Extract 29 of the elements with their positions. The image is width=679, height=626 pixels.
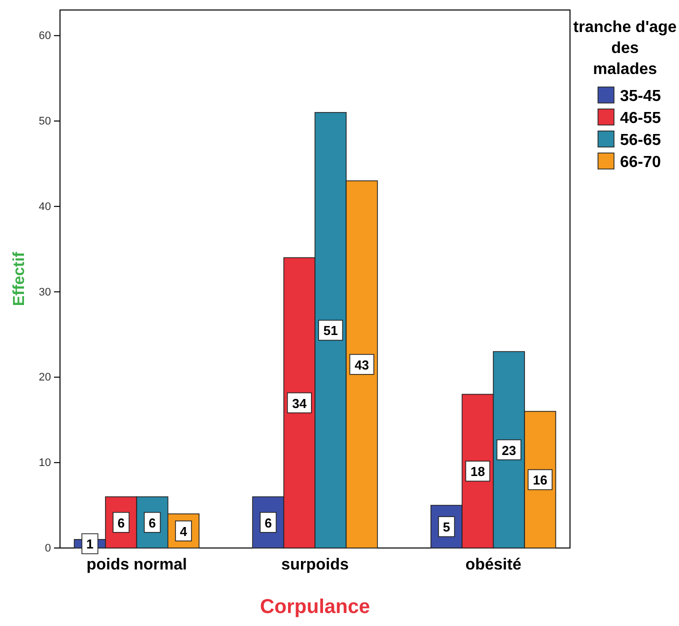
x-tick-label: poids normal (86, 556, 187, 574)
x-axis-title: Corpulance (260, 596, 370, 618)
data-label: 23 (502, 442, 516, 458)
y-tick-label: 50 (38, 116, 51, 128)
data-label: 6 (148, 515, 156, 530)
y-axis-title: Effectif (11, 251, 28, 306)
data-label: 16 (532, 472, 548, 488)
legend-title: tranche d'age des malades (573, 19, 677, 78)
data-label: 1 (86, 536, 94, 552)
data-label: 6 (264, 515, 272, 530)
y-tick-label: 0 (44, 542, 51, 555)
legend-label: 35-45 (620, 88, 662, 105)
y-tick-label: 30 (38, 286, 51, 298)
data-label: 51 (323, 323, 338, 338)
x-tick-label: surpoids (281, 556, 349, 574)
legend-label: 46-55 (620, 110, 662, 127)
data-label: 6 (117, 515, 125, 530)
y-tick-label: 60 (38, 30, 51, 42)
y-tick-label: 40 (38, 200, 51, 213)
data-label: 43 (354, 357, 370, 372)
y-tick-label: 20 (38, 372, 51, 384)
data-label: 4 (180, 524, 188, 539)
legend-label: 66-70 (620, 154, 662, 171)
data-label: 5 (442, 520, 450, 535)
legend-label: 56-65 (620, 132, 662, 149)
data-label: 34 (292, 396, 308, 411)
data-label: 18 (470, 464, 485, 480)
y-tick-label: 10 (38, 457, 51, 470)
x-tick-label: obésité (465, 556, 522, 574)
